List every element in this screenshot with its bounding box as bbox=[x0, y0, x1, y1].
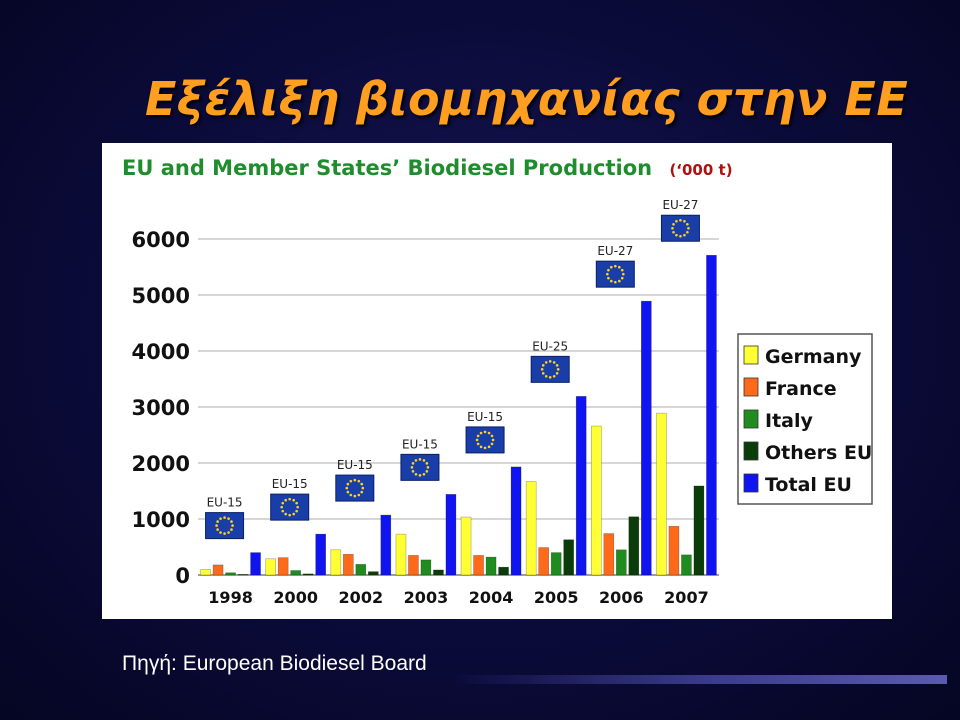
bar-italy-2007 bbox=[681, 554, 692, 576]
bar-italy-2002 bbox=[355, 564, 367, 576]
x-tick-label: 2005 bbox=[534, 588, 579, 607]
legend-swatch bbox=[743, 377, 759, 397]
bar-france-2003 bbox=[408, 555, 419, 576]
group-label: EU-15 bbox=[402, 437, 438, 451]
bar-france-2005 bbox=[538, 547, 549, 576]
legend-label: Others EU bbox=[765, 442, 872, 464]
bar-total-eu-2003 bbox=[445, 494, 457, 576]
bar-france-2004 bbox=[473, 555, 484, 576]
bar-germany-2007 bbox=[656, 412, 667, 576]
eu-flag-icon bbox=[530, 355, 570, 383]
bar-italy-2006 bbox=[616, 549, 627, 576]
slide-title: Εξέλιξη βιομηχανίας στην ΕΕ bbox=[145, 72, 909, 126]
x-tick-label: 2006 bbox=[599, 588, 644, 607]
y-tick-label: 6000 bbox=[132, 228, 190, 252]
bar-france-1998 bbox=[212, 564, 224, 576]
bar-france-2006 bbox=[603, 533, 615, 576]
x-tick-label: 2000 bbox=[273, 588, 318, 607]
y-tick-labels: 0 1000 2000 3000 4000 5000 6000 bbox=[132, 228, 190, 588]
x-tick-labels: 1998 2000 2002 2003 2004 2005 2006 2007 bbox=[208, 588, 708, 607]
source-note: Πηγή: European Biodiesel Board bbox=[122, 652, 427, 675]
bar-others-eu-2006 bbox=[628, 516, 640, 576]
grid-layer bbox=[198, 238, 719, 576]
group-label: EU-25 bbox=[532, 339, 568, 353]
eu-flag-icon bbox=[595, 260, 635, 288]
y-tick-label: 1000 bbox=[132, 508, 190, 532]
legend-label: France bbox=[765, 378, 837, 400]
group-label: EU-15 bbox=[337, 458, 373, 472]
legend-swatch bbox=[743, 473, 759, 493]
legend-swatch bbox=[743, 345, 759, 365]
eu-flag-icon bbox=[400, 453, 440, 481]
legend-label: Germany bbox=[765, 346, 862, 368]
bar-germany-2004 bbox=[460, 516, 472, 576]
eu-flag-layer: EU-15 EU-15 EU-15 EU-15 EU-15 EU-25 EU-27 EU-27 bbox=[205, 198, 700, 540]
group-label: EU-15 bbox=[467, 410, 503, 424]
y-tick-label: 3000 bbox=[132, 396, 190, 420]
x-tick-label: 2003 bbox=[404, 588, 449, 607]
bar-others-eu-2004 bbox=[498, 566, 509, 576]
bottom-decorative-rule bbox=[455, 675, 947, 684]
legend-swatch bbox=[743, 409, 759, 429]
bar-total-eu-2007 bbox=[706, 254, 717, 576]
bar-germany-2000 bbox=[265, 558, 276, 576]
y-tick-label: 2000 bbox=[132, 452, 190, 476]
bar-germany-1998 bbox=[200, 569, 211, 576]
bar-others-eu-2002 bbox=[368, 571, 379, 576]
bar-germany-2003 bbox=[395, 533, 407, 576]
eu-flag-icon bbox=[335, 474, 375, 502]
y-tick-label: 4000 bbox=[132, 340, 190, 364]
y-tick-label: 5000 bbox=[132, 284, 190, 308]
bar-others-eu-2000 bbox=[302, 573, 314, 576]
bar-others-eu-2007 bbox=[693, 485, 705, 576]
bar-total-eu-1998 bbox=[250, 552, 261, 576]
bar-layer bbox=[200, 254, 717, 576]
bar-italy-1998 bbox=[225, 572, 236, 576]
chart-title: EU and Member States’ Biodiesel Producti… bbox=[122, 156, 733, 180]
chart-title-text: EU and Member States’ Biodiesel Producti… bbox=[122, 156, 652, 180]
bar-italy-2004 bbox=[485, 556, 497, 576]
group-label: EU-27 bbox=[597, 244, 633, 258]
bar-germany-2002 bbox=[330, 549, 342, 576]
bar-germany-2006 bbox=[591, 425, 602, 576]
biodiesel-production-chart: EU and Member States’ Biodiesel Producti… bbox=[122, 156, 873, 607]
eu-flag-icon bbox=[660, 214, 700, 242]
legend-label: Italy bbox=[765, 410, 813, 432]
x-tick-label: 2004 bbox=[469, 588, 514, 607]
bar-others-eu-2005 bbox=[563, 539, 574, 576]
bar-france-2007 bbox=[668, 525, 680, 576]
legend-label: Total EU bbox=[765, 474, 852, 496]
x-tick-label: 1998 bbox=[208, 588, 253, 607]
chart-panel: EU and Member States’ Biodiesel Producti… bbox=[102, 143, 892, 619]
bar-total-eu-2004 bbox=[510, 466, 522, 576]
legend-box bbox=[737, 333, 873, 505]
legend: Germany France Italy Others EU Total EU bbox=[737, 333, 873, 505]
bar-total-eu-2000 bbox=[315, 533, 326, 576]
bar-others-eu-1998 bbox=[237, 574, 249, 576]
bar-total-eu-2002 bbox=[380, 514, 392, 576]
bar-italy-2003 bbox=[420, 559, 432, 576]
eu-flag-icon bbox=[205, 512, 245, 540]
bar-italy-2000 bbox=[290, 570, 301, 576]
legend-swatch bbox=[743, 441, 759, 461]
x-tick-label: 2007 bbox=[664, 588, 709, 607]
group-label: EU-15 bbox=[207, 496, 243, 510]
bar-germany-2005 bbox=[525, 481, 537, 576]
y-tick-label: 0 bbox=[175, 564, 190, 588]
bar-france-2002 bbox=[343, 553, 354, 576]
bar-france-2000 bbox=[277, 557, 289, 576]
eu-flag-icon bbox=[465, 426, 505, 454]
bar-total-eu-2005 bbox=[575, 396, 587, 576]
eu-flag-icon bbox=[270, 493, 310, 521]
group-label: EU-27 bbox=[662, 198, 698, 212]
bar-others-eu-2003 bbox=[433, 569, 444, 576]
bar-italy-2005 bbox=[550, 552, 562, 576]
bar-total-eu-2006 bbox=[641, 300, 652, 576]
x-tick-label: 2002 bbox=[339, 588, 384, 607]
group-label: EU-15 bbox=[272, 477, 308, 491]
chart-unit-text: (‘000 t) bbox=[669, 161, 732, 179]
